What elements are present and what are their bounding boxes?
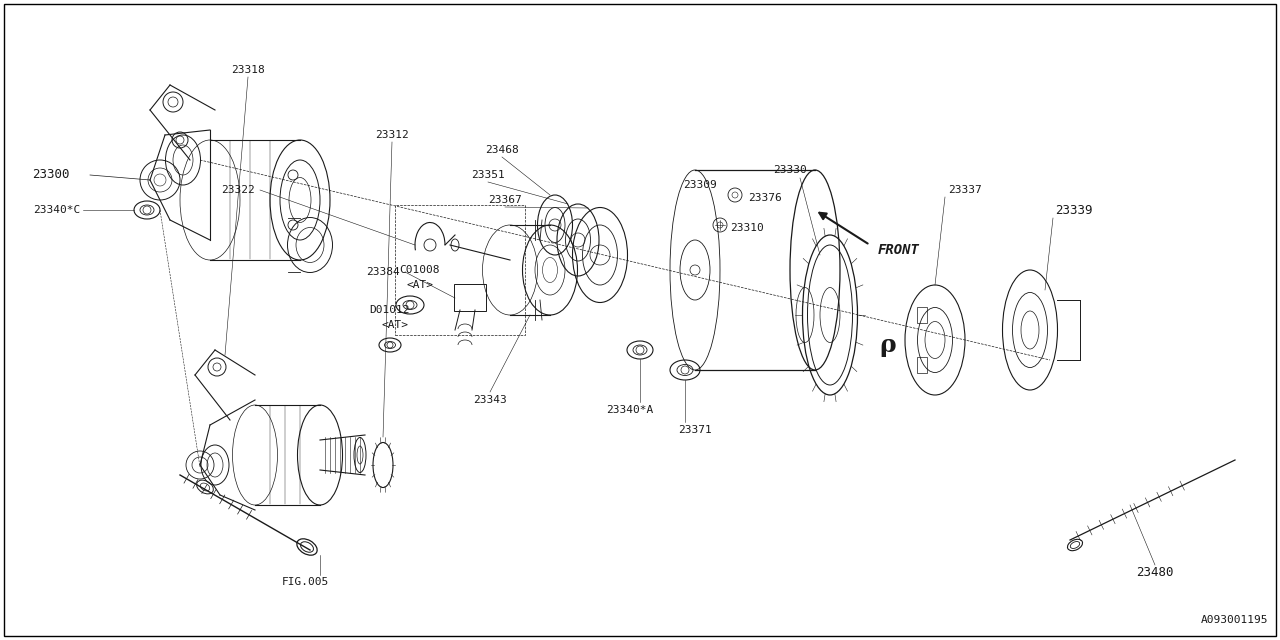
Text: 23312: 23312 [375, 130, 408, 140]
Text: <AT>: <AT> [407, 280, 434, 290]
Text: ρ: ρ [879, 333, 896, 357]
Text: FRONT: FRONT [878, 243, 920, 257]
Bar [916, 357, 927, 373]
Text: 23340*C: 23340*C [33, 205, 79, 215]
Text: 23351: 23351 [471, 170, 504, 180]
Text: 23309: 23309 [684, 180, 717, 190]
Text: 23322: 23322 [221, 185, 255, 195]
Text: FIG.005: FIG.005 [282, 577, 329, 587]
Text: <AT>: <AT> [381, 320, 408, 330]
Text: 23318: 23318 [232, 65, 265, 75]
Text: 23300: 23300 [32, 168, 70, 182]
Text: 23330: 23330 [773, 165, 806, 175]
Text: 23343: 23343 [474, 395, 507, 405]
Text: 23340*A: 23340*A [607, 405, 654, 415]
Bar [396, 205, 525, 335]
Text: 23480: 23480 [1137, 566, 1174, 579]
Text: 23371: 23371 [678, 425, 712, 435]
Text: 23337: 23337 [948, 185, 982, 195]
Text: 23384: 23384 [366, 267, 399, 277]
Text: 23339: 23339 [1055, 204, 1093, 216]
Text: A093001195: A093001195 [1201, 615, 1268, 625]
Text: C01008: C01008 [399, 265, 440, 275]
Text: 23468: 23468 [485, 145, 518, 155]
Text: 23376: 23376 [748, 193, 782, 203]
Text: 23367: 23367 [488, 195, 522, 205]
Text: 23310: 23310 [730, 223, 764, 233]
Text: D01012: D01012 [370, 305, 411, 315]
Bar [916, 307, 927, 323]
